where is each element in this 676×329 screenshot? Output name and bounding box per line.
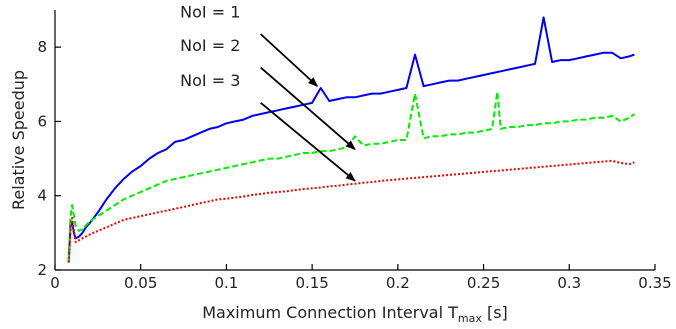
x-axis-title: Maximum Connection Interval Tmax [s]	[202, 303, 508, 325]
annotation-label: NoI = 2	[180, 36, 240, 55]
x-tick-label: 0.1	[214, 274, 238, 292]
x-axis-title-subscript: max	[458, 312, 482, 325]
series-layer	[67, 16, 635, 263]
x-ticks: 0 0.05 0.1 0.15 0.2 0.25 0.3 0.35	[50, 264, 672, 292]
annotation-label: NoI = 3	[180, 71, 240, 90]
x-tick-label: 0.25	[467, 274, 500, 292]
y-tick-label: 4	[37, 187, 47, 205]
y-ticks: 2 4 6 8	[37, 38, 61, 279]
series-line-noi-3	[67, 159, 635, 263]
x-tick-label: 0.2	[386, 274, 410, 292]
x-tick-label: 0.05	[124, 274, 157, 292]
x-tick-label: 0.35	[638, 274, 671, 292]
y-axis-title: Relative Speedup	[9, 70, 28, 210]
x-tick-label: 0	[50, 274, 60, 292]
series-line-noi-1	[67, 16, 635, 263]
annotation-arrow	[260, 66, 356, 150]
y-tick-label: 2	[37, 261, 47, 279]
series-line-noi-2	[67, 90, 635, 261]
y-tick-label: 6	[37, 112, 47, 130]
x-axis-title-main: Maximum Connection Interval T	[202, 303, 458, 322]
annotation-label: NoI = 1	[180, 2, 240, 21]
y-tick-label: 8	[37, 38, 47, 56]
annotation-arrow	[260, 102, 356, 182]
x-tick-label: 0.3	[557, 274, 581, 292]
x-tick-label: 0.15	[295, 274, 328, 292]
annotations: NoI = 1 NoI = 2 NoI = 3	[180, 2, 356, 182]
annotation-arrow	[260, 33, 319, 87]
x-axis-title-suffix: [s]	[482, 303, 508, 322]
